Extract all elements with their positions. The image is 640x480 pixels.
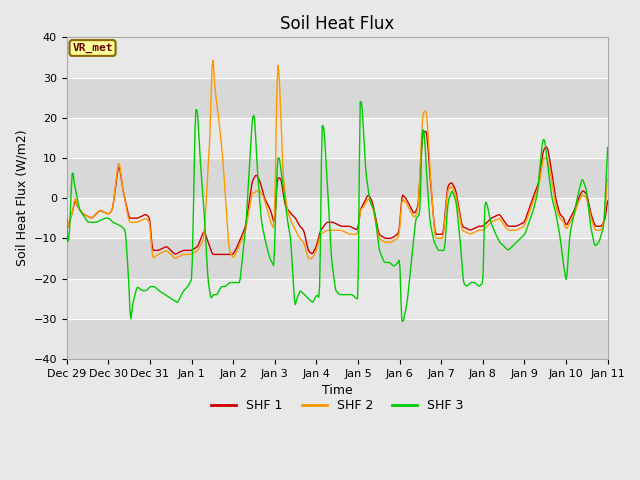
SHF 2 [383, 240, 391, 245]
Bar [67, 118, 607, 158]
SHF 3 [63, 217, 70, 223]
SHF 2 [306, 255, 314, 261]
SHF 2 [309, 253, 317, 259]
X-axis label: Time: Time [322, 384, 353, 397]
SHF 1 [472, 225, 479, 230]
SHF 3 [383, 260, 390, 265]
SHF 3 [604, 144, 611, 150]
SHF 2 [426, 161, 433, 167]
Legend: SHF 1, SHF 2, SHF 3: SHF 1, SHF 2, SHF 3 [206, 394, 468, 417]
SHF 1 [383, 236, 390, 241]
SHF 1 [426, 169, 433, 175]
SHF 2 [472, 229, 479, 235]
Text: VR_met: VR_met [72, 43, 113, 53]
Bar [67, 319, 607, 359]
SHF 1 [308, 251, 316, 256]
SHF 1 [421, 128, 429, 134]
SHF 1 [63, 216, 70, 221]
Y-axis label: Soil Heat Flux (W/m2): Soil Heat Flux (W/m2) [15, 130, 28, 266]
SHF 2 [604, 177, 611, 182]
Title: Soil Heat Flux: Soil Heat Flux [280, 15, 394, 33]
SHF 2 [209, 58, 217, 63]
SHF 2 [202, 205, 210, 211]
SHF 3 [308, 299, 316, 304]
SHF 1 [210, 252, 218, 257]
SHF 1 [202, 232, 210, 238]
Bar [67, 158, 607, 198]
Line: SHF 2: SHF 2 [67, 60, 607, 258]
Bar [67, 239, 607, 278]
Bar [67, 278, 607, 319]
SHF 3 [399, 319, 406, 324]
SHF 1 [604, 198, 611, 204]
Bar [67, 198, 607, 239]
Line: SHF 1: SHF 1 [67, 131, 607, 254]
SHF 3 [159, 290, 166, 296]
SHF 2 [159, 250, 166, 255]
SHF 3 [426, 215, 433, 221]
Bar [67, 78, 607, 118]
SHF 3 [472, 280, 479, 286]
SHF 2 [63, 216, 70, 221]
SHF 3 [202, 239, 210, 245]
Line: SHF 3: SHF 3 [67, 102, 607, 322]
Bar [67, 37, 607, 78]
SHF 3 [356, 99, 364, 105]
SHF 1 [159, 245, 166, 251]
